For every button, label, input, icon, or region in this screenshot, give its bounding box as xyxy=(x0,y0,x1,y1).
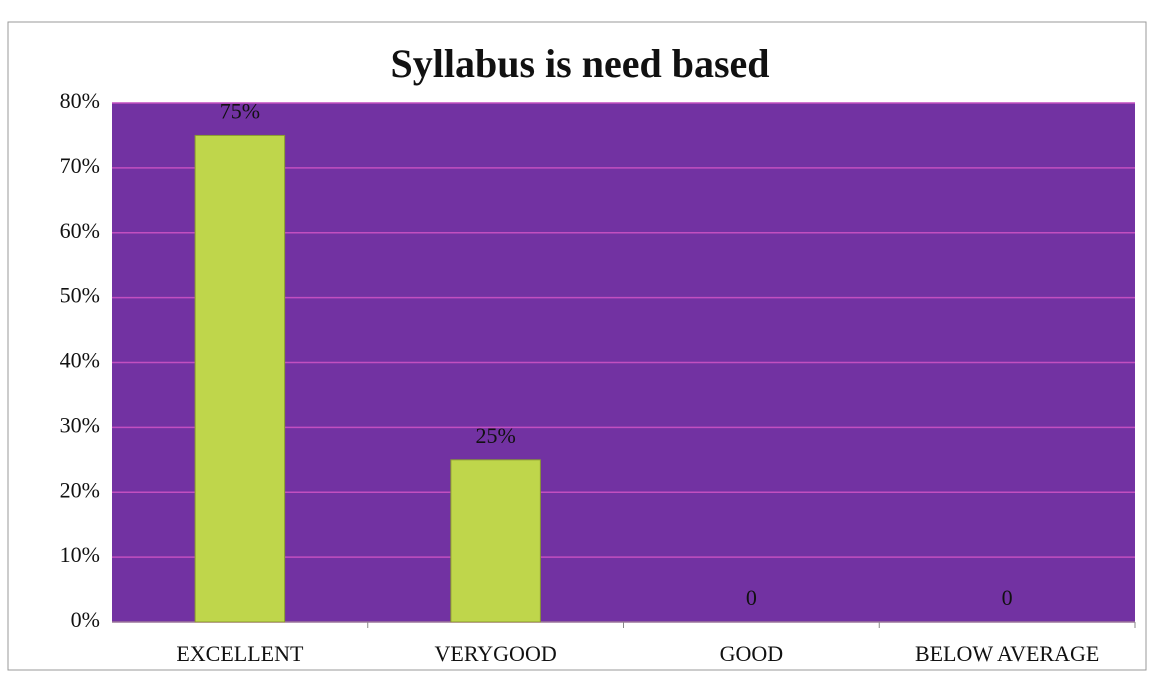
bar xyxy=(450,459,541,623)
data-label: 0 xyxy=(746,585,757,610)
y-tick-label: 0% xyxy=(71,607,100,632)
y-tick-label: 40% xyxy=(60,348,100,373)
y-tick-label: 20% xyxy=(60,477,100,502)
y-tick-label: 70% xyxy=(60,153,100,178)
x-tick-label: BELOW AVERAGE xyxy=(915,641,1099,666)
bar xyxy=(194,134,286,623)
y-tick-label: 60% xyxy=(60,218,100,243)
y-tick-label: 50% xyxy=(60,283,100,308)
chart-title: Syllabus is need based xyxy=(390,41,769,86)
data-label: 75% xyxy=(220,98,260,123)
x-tick-label: GOOD xyxy=(720,641,784,666)
data-label: 25% xyxy=(475,423,515,448)
x-tick-label: VERYGOOD xyxy=(435,641,557,666)
y-tick-label: 30% xyxy=(60,412,100,437)
data-label: 0 xyxy=(1002,585,1013,610)
y-tick-label: 10% xyxy=(60,542,100,567)
x-tick-label: EXCELLENT xyxy=(176,641,304,666)
y-tick-label: 80% xyxy=(60,88,100,113)
